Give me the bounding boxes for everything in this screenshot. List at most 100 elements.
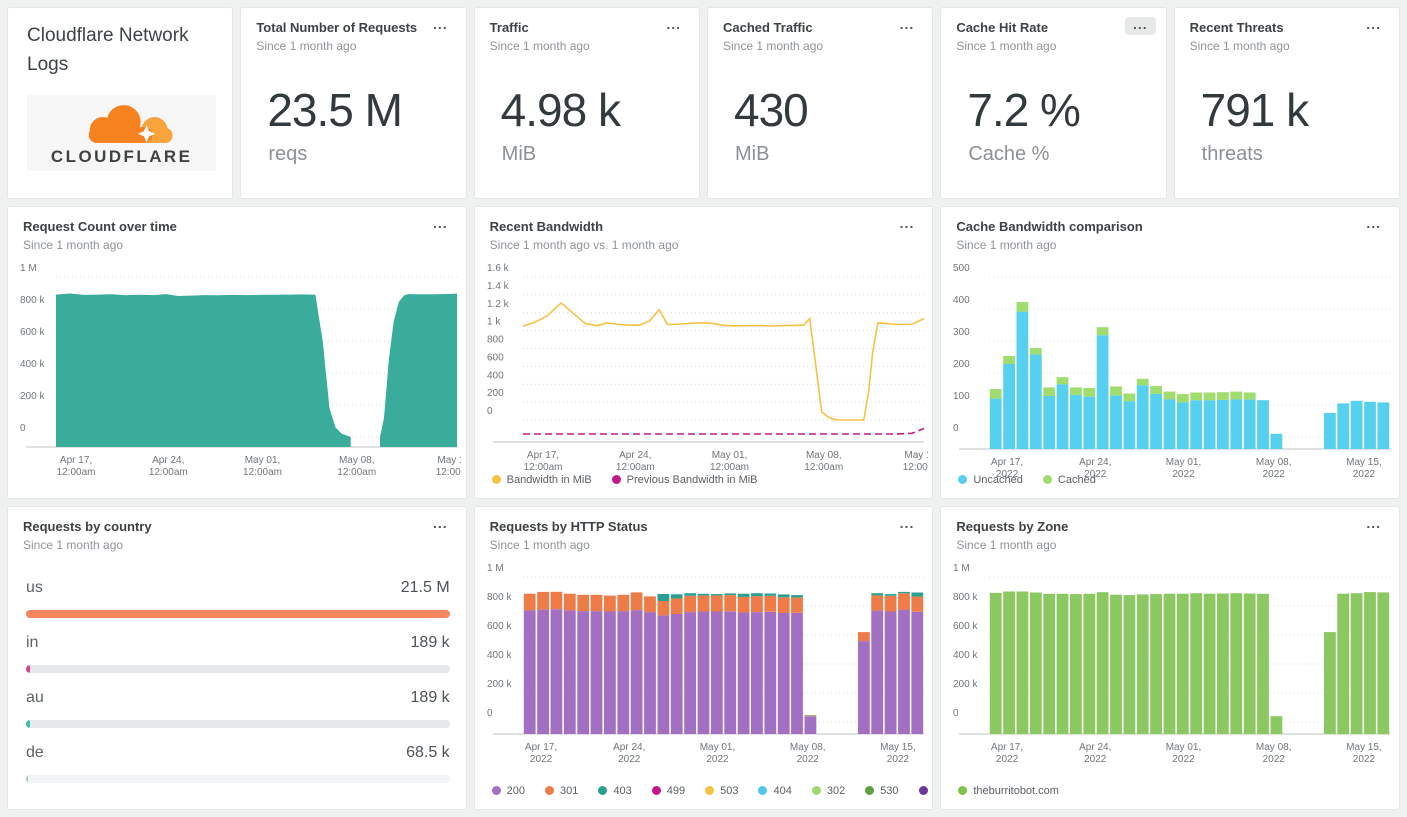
legend-item-uncached[interactable]: Uncached [958,474,1023,486]
legend-dot-icon [651,786,661,796]
legend-label: 301 [560,784,579,797]
country-row-de[interactable]: de 68.5 k [26,744,450,799]
svg-text:2022: 2022 [706,754,729,765]
panel-requests-by-http-status: Requests by HTTP Status Since 1 month ag… [473,505,934,810]
svg-text:May 08,: May 08, [1256,457,1292,468]
panel-subtitle: Since 1 month ago [956,39,1057,53]
svg-text:2022: 2022 [530,754,553,765]
cloudflare-logo: CLOUDFLARE [27,94,217,171]
svg-text:12:00am: 12:00am [149,467,188,478]
country-value: 189 k [410,688,450,706]
country-label: de [26,743,44,761]
legend-item-503[interactable]: 503 [705,785,738,797]
panel-menu-button[interactable]: ... [892,516,923,534]
legend-label: 302 [826,784,846,797]
svg-text:800 k: 800 k [487,592,512,603]
svg-text:Apr 24,: Apr 24, [613,742,645,753]
panel-menu-button[interactable]: ... [1124,17,1156,35]
svg-text:400 k: 400 k [20,359,45,370]
svg-text:May 01,: May 01, [245,455,281,466]
panel-menu-button[interactable]: ... [1358,516,1389,534]
country-label: in [26,633,39,651]
legend-label: theburritobot.com [973,784,1059,797]
panel-title: Request Count over time [23,219,177,235]
panel-menu-button[interactable]: ... [1358,17,1389,35]
svg-text:12:00am: 12:00am [615,462,654,473]
legend-item-301[interactable]: 301 [545,785,578,797]
country-bar-track [26,664,450,673]
panel-recent-bandwidth: Recent Bandwidth Since 1 month ago vs. 1… [473,206,934,499]
legend-label: Previous Bandwidth in MiB [626,473,758,486]
legend-item-cached[interactable]: Cached [1042,474,1096,486]
svg-text:800 k: 800 k [20,295,45,306]
panel-subtitle: Since 1 month ago [489,537,590,552]
legend-item-526[interactable]: 526 [918,785,933,797]
panel-menu-button[interactable]: ... [658,17,689,35]
svg-text:12:00am: 12:00am [337,467,376,478]
legend-item-200[interactable]: 200 [491,784,526,797]
panel-cached-traffic: Cached Traffic Since 1 month ago ... 430… [706,7,934,200]
legend-item-499[interactable]: 499 [651,785,685,797]
chart-legend: 200301403499503404302530526524 [491,784,933,797]
panel-cache-hit-rate: Cache Hit Rate Since 1 month ago ... 7.2… [940,7,1167,200]
legend-item-302[interactable]: 302 [811,784,846,797]
svg-text:100: 100 [953,391,970,402]
zone-chart[interactable]: 1 M 800 k 600 k 400 k 200 k 0 Apr 17, 2022 Apr 2… [951,563,1394,781]
legend-item-theburritobot-com[interactable]: theburritobot.com [958,785,1059,797]
legend-item-bandwidth-in-mib[interactable]: Bandwidth in MiB [491,474,592,486]
svg-text:2022: 2022 [796,754,819,765]
legend-dot-icon [958,475,968,485]
svg-text:400: 400 [953,295,970,306]
cache-bandwidth-chart[interactable]: 500 400 300 200 100 0 Apr 17, 2022 Apr 24, 2022 Ma… [951,263,1394,483]
http-status-chart[interactable]: 1 M 800 k 600 k 400 k 200 k 0 Apr 17, 2022 Apr 2… [485,563,928,781]
panel-recent-threats: Recent Threats Since 1 month ago ... 791… [1173,7,1400,200]
stat-value: 23.5 M [267,84,403,136]
legend-dot-icon [598,786,608,796]
country-bar-track [26,609,450,618]
legend-label: 200 [506,784,526,797]
svg-text:200 k: 200 k [487,679,512,690]
panel-subtitle: Since 1 month ago [489,39,590,53]
panel-title: Total Number of Requests [256,20,418,35]
svg-text:1.4 k: 1.4 k [487,281,510,292]
country-bar-fill [26,719,30,728]
panel-menu-button[interactable]: ... [1358,216,1389,234]
panel-brand: Cloudflare Network Logs CLOUDFLARE [7,7,234,200]
chart-row-2: Requests by country Since 1 month ago ..… [7,505,1401,810]
legend-item-403[interactable]: 403 [598,785,632,797]
panel-menu-button[interactable]: ... [425,516,456,534]
svg-text:Apr 24,: Apr 24, [1079,457,1111,468]
panel-title: Requests by HTTP Status [489,518,648,534]
legend-item-404[interactable]: 404 [758,785,792,797]
svg-text:1 M: 1 M [487,563,504,574]
country-bar-fill [26,664,30,673]
svg-text:600 k: 600 k [953,621,978,632]
legend-item-previous-bandwidth-in-mib[interactable]: Previous Bandwidth in MiB [611,473,758,486]
country-row-in[interactable]: in 189 k [26,634,450,689]
country-row-us[interactable]: us 21.5 M [26,579,450,634]
panel-menu-button[interactable]: ... [425,17,456,35]
country-bar-fill [26,609,450,618]
legend-dot-icon [758,786,768,796]
panel-subtitle: Since 1 month ago [956,537,1057,552]
svg-text:2022: 2022 [1173,754,1196,765]
svg-text:400 k: 400 k [953,650,978,661]
panel-menu-button[interactable]: ... [892,216,923,234]
request-count-chart[interactable]: 1 M 800 k 600 k 400 k 200 k 0 Apr 17, 12:00am Ap… [18,263,466,483]
svg-text:Apr 17,: Apr 17, [525,742,557,753]
legend-item-530[interactable]: 530 [865,785,899,797]
panel-menu-button[interactable]: ... [892,17,923,35]
panel-requests-by-country: Requests by country Since 1 month ago ..… [7,505,467,810]
stat-value: 430 [733,84,809,136]
panel-title: Cached Traffic [722,20,813,35]
svg-text:2022: 2022 [1084,469,1107,480]
chart-legend: theburritobot.com [958,785,1059,797]
country-row-au[interactable]: au 189 k [26,689,450,744]
svg-text:Apr 17,: Apr 17, [991,742,1023,753]
panel-menu-button[interactable]: ... [425,216,456,234]
svg-text:May 08,: May 08, [790,742,826,753]
legend-dot-icon [491,786,501,796]
legend-dot-icon [611,475,621,485]
cloudflare-cloud-icon: CLOUDFLARE [51,104,190,165]
